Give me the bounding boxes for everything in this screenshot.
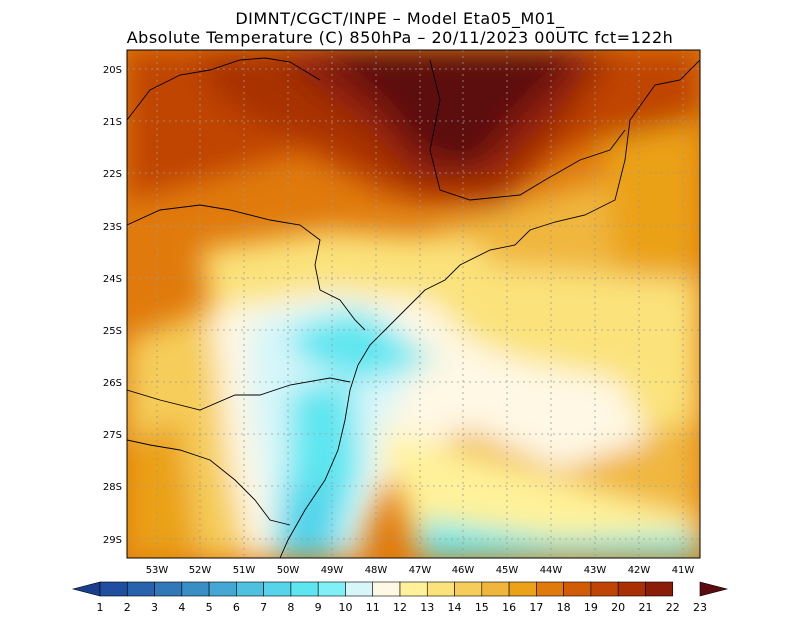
lat-label: 28S bbox=[103, 482, 122, 493]
colorbar-swatch bbox=[126, 581, 155, 597]
colorbar-swatch bbox=[536, 581, 564, 597]
colorbar-swatch bbox=[699, 581, 729, 597]
colorbar-swatch bbox=[99, 581, 128, 597]
lat-label: 24S bbox=[103, 274, 122, 285]
lat-label: 21S bbox=[103, 117, 122, 128]
lon-label: 52W bbox=[189, 565, 212, 576]
lon-label: 42W bbox=[628, 565, 651, 576]
lon-label: 49W bbox=[321, 565, 344, 576]
lon-label: 50W bbox=[277, 565, 300, 576]
colorbar-swatch bbox=[181, 581, 210, 597]
lat-label: 22S bbox=[103, 169, 122, 180]
colorbar-swatch bbox=[426, 581, 455, 597]
lon-label: 44W bbox=[540, 565, 563, 576]
colorbar-label: 18 bbox=[557, 601, 571, 614]
colorbar-swatch bbox=[508, 581, 537, 597]
coastline-borders bbox=[127, 57, 700, 558]
colorbar-swatch bbox=[372, 581, 401, 597]
colorbar-label: 2 bbox=[124, 601, 131, 614]
colorbar-label: 4 bbox=[178, 601, 185, 614]
lon-label: 45W bbox=[496, 565, 519, 576]
lat-label: 27S bbox=[103, 430, 122, 441]
lon-label: 48W bbox=[365, 565, 388, 576]
colorbar-label: 22 bbox=[666, 601, 680, 614]
colorbar-label: 11 bbox=[366, 601, 380, 614]
colorbar-swatch bbox=[590, 581, 619, 597]
lon-label: 47W bbox=[409, 565, 432, 576]
chart-title-line-1: DIMNT/CGCT/INPE – Model Eta05_M01_ bbox=[235, 9, 565, 28]
colorbar-swatch bbox=[71, 581, 101, 597]
colorbar-labels: 1 2 3 4 5 6 7 8 9 10 11 12 13 14 15 16 17 18 19 20 21 22 23 bbox=[97, 601, 708, 614]
colorbar-swatch bbox=[481, 581, 510, 597]
lon-label: 46W bbox=[452, 565, 475, 576]
lon-label: 43W bbox=[584, 565, 607, 576]
lon-label: 41W bbox=[672, 565, 695, 576]
colorbar-label: 8 bbox=[287, 601, 294, 614]
lon-label: 53W bbox=[146, 565, 169, 576]
colorbar-swatch bbox=[263, 581, 292, 597]
colorbar-label: 16 bbox=[502, 601, 516, 614]
colorbar-swatch bbox=[345, 581, 374, 597]
colorbar-swatch bbox=[645, 581, 674, 597]
colorbar-label: 10 bbox=[338, 601, 352, 614]
chart-title-line-2: Absolute Temperature (C) 850hPa – 20/11/… bbox=[126, 28, 674, 47]
colorbar-label: 13 bbox=[420, 601, 434, 614]
colorbar-label: 9 bbox=[315, 601, 322, 614]
lat-label: 23S bbox=[103, 222, 122, 233]
colorbar-label: 15 bbox=[475, 601, 489, 614]
colorbar-label: 3 bbox=[151, 601, 158, 614]
colorbar-swatch bbox=[290, 581, 319, 597]
colorbar-swatch bbox=[317, 581, 346, 597]
temperature-field bbox=[127, 50, 700, 558]
colorbar bbox=[71, 581, 729, 597]
colorbar-swatch bbox=[154, 581, 183, 597]
colorbar-label: 17 bbox=[529, 601, 543, 614]
colorbar-swatch bbox=[454, 581, 483, 597]
lat-label: 20S bbox=[103, 65, 122, 76]
longitude-labels: 53W 52W 51W 50W 49W 48W 47W 46W 45W 44W … bbox=[146, 565, 695, 576]
colorbar-label: 19 bbox=[584, 601, 598, 614]
colorbar-swatch bbox=[563, 581, 592, 597]
lat-label: 29S bbox=[103, 535, 122, 546]
colorbar-label: 20 bbox=[611, 601, 625, 614]
colorbar-swatch bbox=[399, 581, 428, 597]
lat-label: 26S bbox=[103, 378, 122, 389]
colorbar-label: 6 bbox=[233, 601, 240, 614]
colorbar-label: 21 bbox=[638, 601, 652, 614]
colorbar-swatch bbox=[208, 581, 237, 597]
lon-label: 51W bbox=[233, 565, 256, 576]
lat-label: 25S bbox=[103, 326, 122, 337]
colorbar-swatch bbox=[236, 581, 264, 597]
colorbar-label: 12 bbox=[393, 601, 407, 614]
graticule bbox=[127, 50, 700, 558]
colorbar-label: 23 bbox=[693, 601, 707, 614]
colorbar-label: 14 bbox=[448, 601, 462, 614]
colorbar-label: 5 bbox=[206, 601, 213, 614]
colorbar-swatch bbox=[617, 581, 646, 597]
latitude-labels: 20S 21S 22S 23S 24S 25S 26S 27S 28S 29S bbox=[103, 65, 122, 546]
colorbar-label: 7 bbox=[260, 601, 267, 614]
plot-frame bbox=[126, 49, 701, 559]
colorbar-label: 1 bbox=[97, 601, 104, 614]
